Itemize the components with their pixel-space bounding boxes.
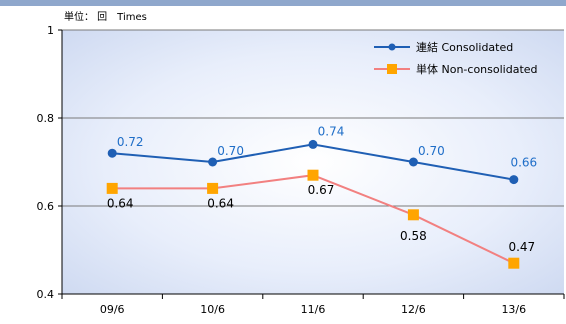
legend-label-nonconsolidated: 単体 Non-consolidated xyxy=(416,63,538,76)
axes: 0.4 0.6 0.8 1 09/6 10/6 11/6 12/6 13/6 xyxy=(37,24,565,316)
series xyxy=(106,139,520,269)
data-point xyxy=(407,209,419,221)
x-tick-label: 10/6 xyxy=(200,303,225,316)
unit-label: 単位： 回 Times xyxy=(64,12,147,23)
legend-label-consolidated: 連結 Consolidated xyxy=(416,41,514,54)
data-point xyxy=(509,175,519,185)
data-point xyxy=(308,139,318,149)
y-tick-label: 0.8 xyxy=(37,112,55,125)
legend-item-nonconsolidated: 単体 Non-consolidated xyxy=(372,58,538,80)
data-label: 0.64 xyxy=(107,196,134,210)
data-point xyxy=(207,182,219,194)
data-point xyxy=(208,157,218,167)
data-label: 0.67 xyxy=(308,183,335,197)
x-tick-label: 12/6 xyxy=(401,303,426,316)
data-point xyxy=(408,157,418,167)
top-bar xyxy=(0,0,566,6)
legend: 連結 Consolidated 単体 Non-consolidated xyxy=(372,36,538,80)
y-tick-label: 0.4 xyxy=(37,288,55,301)
data-point xyxy=(307,169,319,181)
data-label: 0.58 xyxy=(400,229,427,243)
y-tick-label: 0.6 xyxy=(37,200,55,213)
data-label: 0.70 xyxy=(217,144,244,158)
data-label: 0.72 xyxy=(117,135,144,149)
legend-swatch-nonconsolidated xyxy=(374,64,410,74)
data-point xyxy=(107,148,117,158)
data-label: 0.74 xyxy=(318,124,345,138)
data-point xyxy=(508,257,520,269)
data-labels: 0.72 0.70 0.74 0.70 0.66 0.64 0.64 0.67 0.58 0.47 xyxy=(107,124,537,254)
x-tick-label: 09/6 xyxy=(100,303,125,316)
y-tick-label: 1 xyxy=(47,24,54,37)
data-label: 0.66 xyxy=(510,156,537,170)
legend-item-consolidated: 連結 Consolidated xyxy=(372,36,538,58)
data-point xyxy=(106,182,118,194)
plot-area xyxy=(62,30,564,294)
data-label: 0.47 xyxy=(508,240,535,254)
x-tick-label: 11/6 xyxy=(301,303,326,316)
legend-swatch-consolidated xyxy=(374,43,410,51)
data-label: 0.64 xyxy=(207,196,234,210)
x-tick-label: 13/6 xyxy=(501,303,526,316)
data-label: 0.70 xyxy=(418,144,445,158)
